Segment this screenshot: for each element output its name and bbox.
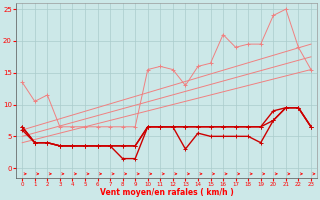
X-axis label: Vent moyen/en rafales ( km/h ): Vent moyen/en rafales ( km/h ): [100, 188, 234, 197]
